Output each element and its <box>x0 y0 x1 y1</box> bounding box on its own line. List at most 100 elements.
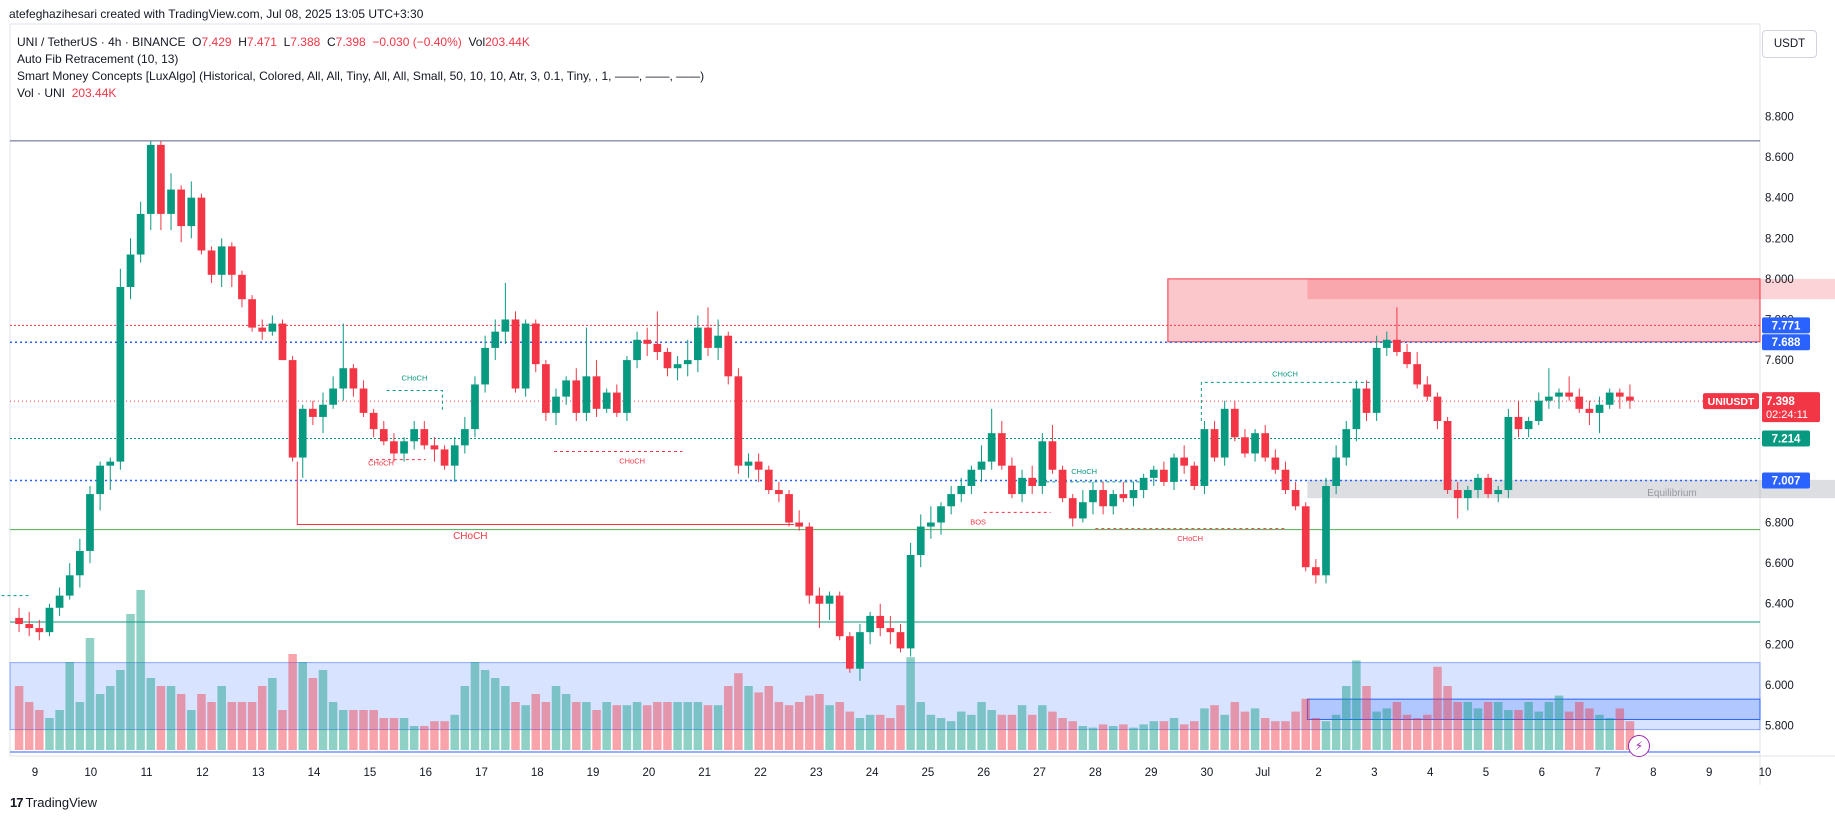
volume-bar <box>1058 718 1067 750</box>
time-tick: 27 <box>1033 767 1046 779</box>
candle-body <box>339 368 348 389</box>
candle-body <box>1220 408 1229 458</box>
candle-body <box>542 364 550 413</box>
volume-bar <box>794 702 804 750</box>
candle-body <box>491 331 500 348</box>
volume-bar <box>65 662 74 750</box>
volume-bar <box>288 654 297 750</box>
candle-body <box>775 490 783 495</box>
candle-body <box>471 384 479 430</box>
volume-bar <box>1412 718 1422 750</box>
candle-body <box>805 526 814 596</box>
volume-bar <box>1362 686 1371 750</box>
candle-body <box>835 595 844 637</box>
structure-label-7: CHoCH <box>1272 369 1298 378</box>
price-tick: 8.600 <box>1765 152 1794 164</box>
volume-bar <box>1372 711 1381 750</box>
volume-bar <box>642 705 652 750</box>
tradingview-footer[interactable]: 17 TradingView <box>10 795 97 810</box>
volume-bar <box>318 670 328 750</box>
volume-bar <box>1220 714 1229 750</box>
symbol-name[interactable]: UNI / TetherUS · 4h · BINANCE <box>17 35 186 49</box>
candle-body <box>238 274 246 300</box>
volume-bar <box>166 686 176 750</box>
header-bar: atefeghazihesari created with TradingVie… <box>0 0 1835 22</box>
candle-body <box>795 522 804 527</box>
candle-body <box>1524 421 1533 430</box>
volume-bar <box>1007 714 1017 750</box>
candle-body <box>531 323 540 365</box>
candle-body <box>187 197 196 227</box>
volume-bar <box>1342 686 1351 750</box>
candle-body <box>1413 364 1422 385</box>
candle-body <box>1109 494 1118 507</box>
candle-body <box>1453 490 1462 499</box>
candle-body <box>1362 388 1371 413</box>
time-tick: 22 <box>754 767 767 779</box>
volume-bar <box>572 702 581 750</box>
volume-bar <box>490 678 500 750</box>
candle-body <box>450 445 459 466</box>
candle-body <box>734 376 743 466</box>
candle-body <box>1393 339 1401 352</box>
volume-bar <box>45 718 54 750</box>
volume-bar <box>359 710 368 750</box>
structure-label-1: CHoCH <box>368 459 394 468</box>
indicator-fib[interactable]: Auto Fib Retracement (10, 13) <box>17 52 179 66</box>
candle-body <box>764 469 773 491</box>
volume-bar <box>1423 714 1432 750</box>
candle-body <box>856 632 864 669</box>
volume-bar <box>987 710 996 750</box>
time-tick: 10 <box>84 767 97 779</box>
volume-bar <box>835 702 844 750</box>
volume-bar <box>521 705 530 750</box>
volume-bar <box>156 686 166 750</box>
volume-bar <box>896 705 905 750</box>
candle-body <box>248 299 256 328</box>
time-tick: 9 <box>32 767 38 779</box>
volume-bar <box>1129 727 1138 750</box>
equilibrium-zone <box>1307 479 1835 499</box>
candle-body <box>1504 416 1513 491</box>
volume-bar <box>1575 702 1584 750</box>
volume-bar <box>622 705 632 750</box>
candle-body <box>1514 416 1523 430</box>
last-price-value: 7.398 <box>1766 396 1795 408</box>
currency-button[interactable]: USDT <box>1762 30 1817 58</box>
candle-body <box>1433 396 1442 421</box>
volume-bar <box>774 702 784 750</box>
candle-body <box>379 429 388 442</box>
indicator-volume[interactable]: Vol · UNI 203.44K <box>17 85 704 102</box>
volume-bar <box>1159 721 1169 750</box>
volume-bar <box>349 710 358 750</box>
volume-bar <box>450 714 459 750</box>
candle-body <box>602 392 611 409</box>
structure-label-5: BOS <box>970 518 986 527</box>
indicator-smc[interactable]: Smart Money Concepts [LuxAlgo] (Historic… <box>17 69 705 83</box>
candle-body <box>430 445 439 450</box>
volume-bar <box>703 705 713 750</box>
volume-bar <box>1250 708 1260 750</box>
price-tick: 5.800 <box>1765 721 1794 733</box>
symbol-row[interactable]: UNI / TetherUS · 4h · BINANCE O7.429 H7.… <box>17 34 704 51</box>
candle-body <box>673 364 682 369</box>
candle-body <box>704 327 712 348</box>
price-badge <box>1762 430 1810 447</box>
time-tick: 7 <box>1594 767 1600 779</box>
volume-bar <box>1554 695 1564 750</box>
volume-bar <box>1139 724 1148 750</box>
candle-body <box>1322 485 1330 576</box>
candle-body <box>572 380 581 413</box>
vol-label: Vol <box>468 35 486 49</box>
volume-bar <box>257 686 267 750</box>
candle-body <box>207 250 216 275</box>
candle-body <box>1160 469 1168 482</box>
time-tick: 30 <box>1201 767 1214 779</box>
lightning-icon[interactable]: ⚡ <box>1628 735 1650 757</box>
volume-bar <box>967 714 976 750</box>
volume-bar <box>1169 718 1179 750</box>
time-tick: 10 <box>1759 767 1772 779</box>
candle-body <box>724 335 733 377</box>
time-tick: 5 <box>1483 767 1489 779</box>
